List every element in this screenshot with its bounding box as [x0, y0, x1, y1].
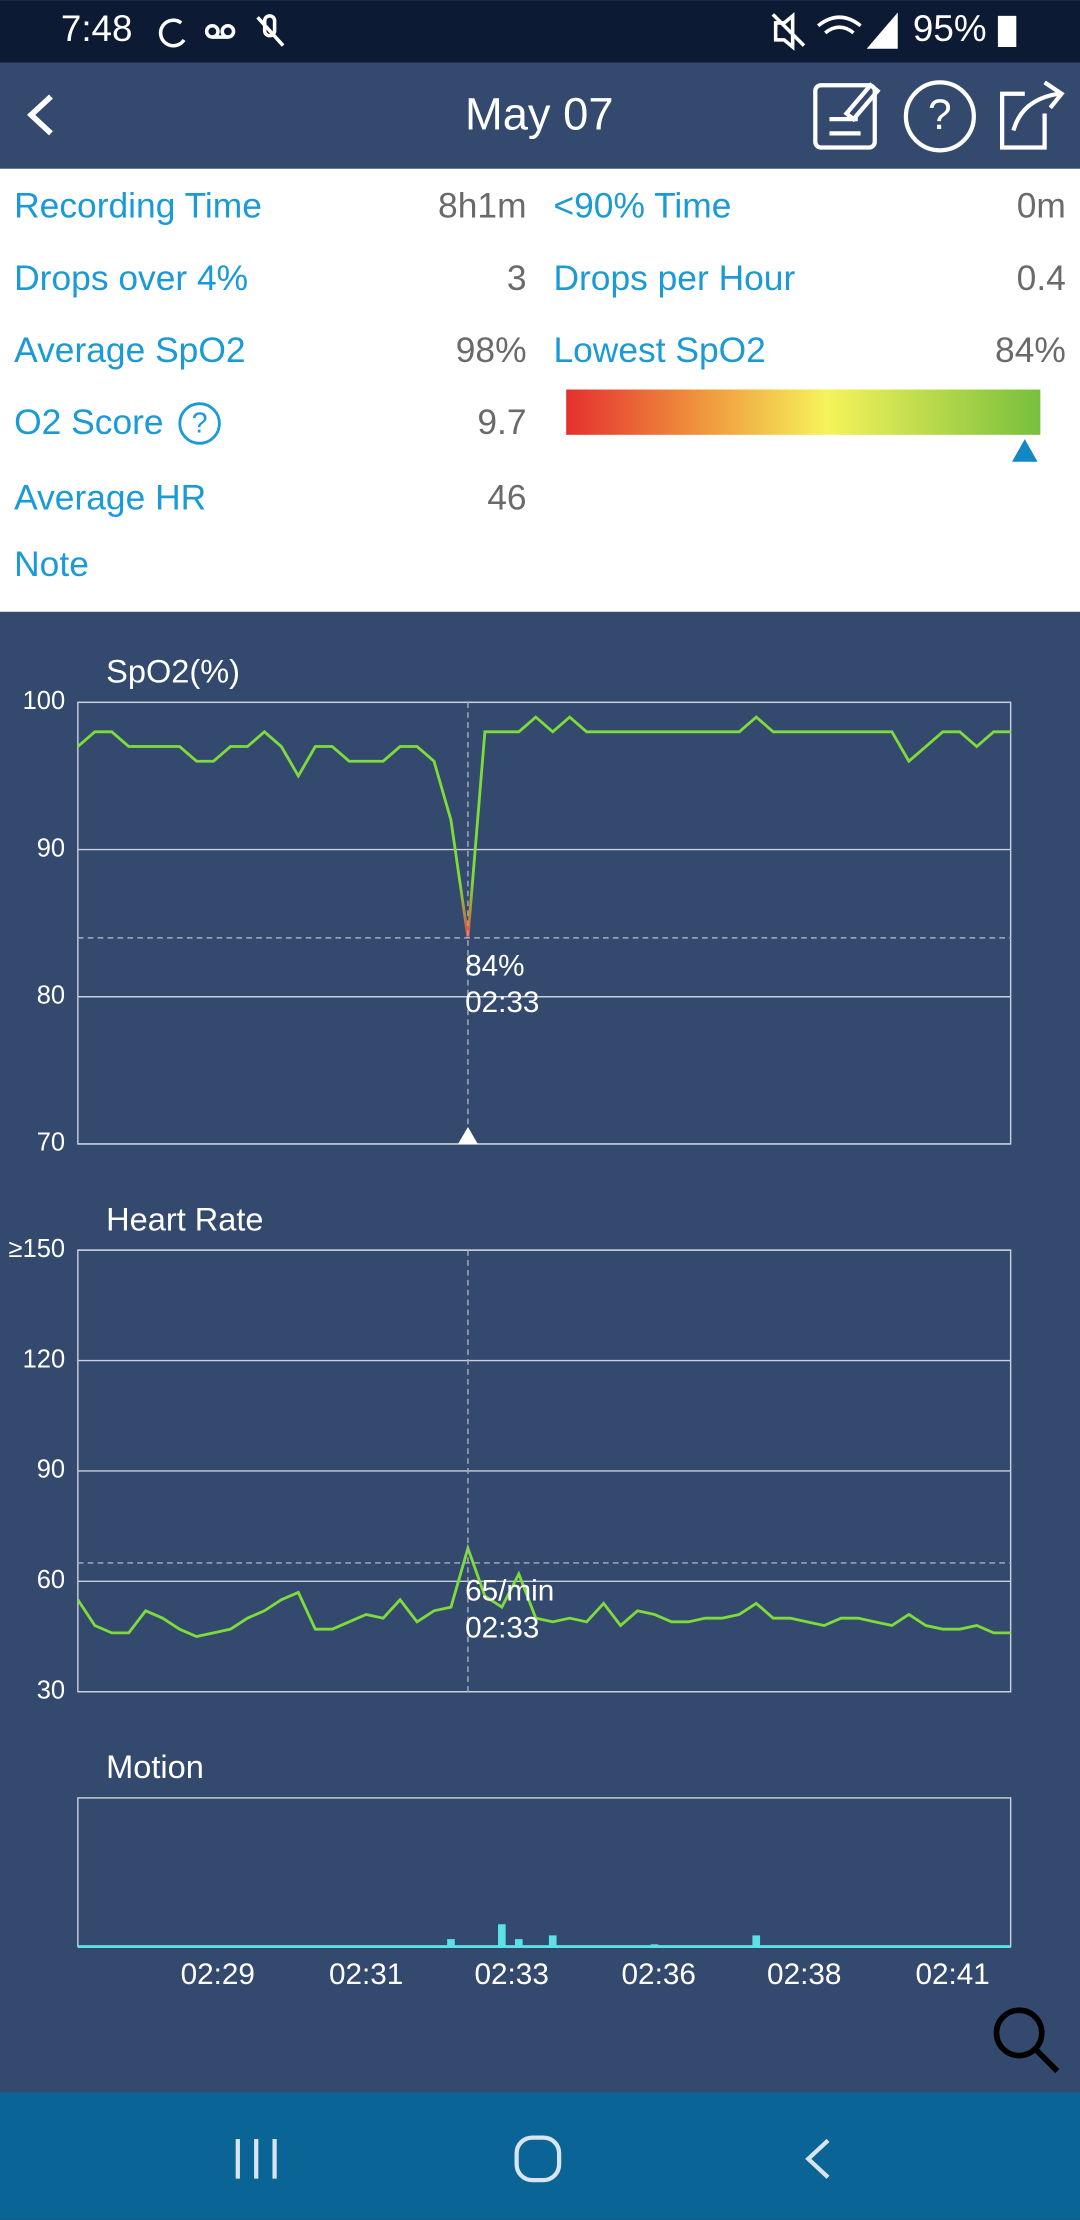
header-bar — [0, 62, 1080, 169]
stat-value: 8h1m — [438, 187, 527, 226]
y-tick-label: 90 — [37, 834, 65, 862]
o2-score-help-mark[interactable]: ? — [192, 406, 208, 438]
battery-icon — [997, 15, 1017, 47]
x-tick-label: 02:36 — [622, 1958, 696, 1991]
data-line — [76, 1543, 1011, 1639]
plot-border — [77, 1797, 1012, 1948]
marker-time: 02:33 — [465, 986, 539, 1019]
stat-label: Drops per Hour — [553, 259, 795, 298]
bar — [498, 1924, 506, 1947]
help-button[interactable]: ? — [903, 80, 976, 153]
marker-label: 65/min — [465, 1575, 554, 1608]
stat-value: 46 — [487, 478, 526, 517]
y-tick-label: 30 — [37, 1676, 65, 1704]
cursor-handle — [458, 1126, 478, 1144]
back-button[interactable] — [26, 94, 53, 136]
bar — [650, 1944, 659, 1947]
note-link[interactable]: Note — [14, 545, 89, 584]
stat-label: <90% Time — [553, 187, 731, 226]
stat-value: 84% — [995, 331, 1066, 370]
spo2-scale-bar — [566, 389, 1041, 435]
x-tick-label: 02:38 — [767, 1958, 841, 1991]
y-tick-label: 80 — [37, 981, 65, 1009]
y-tick-label: 70 — [37, 1129, 65, 1157]
status-icons — [158, 12, 898, 51]
zoom-button[interactable] — [993, 2007, 1060, 2074]
status-bar — [0, 0, 1080, 63]
y-tick-label: 100 — [23, 687, 66, 715]
stat-label: Recording Time — [14, 187, 262, 226]
o2-score-help[interactable] — [178, 402, 221, 445]
y-tick-label: 90 — [37, 1456, 65, 1484]
stat-value: 0.4 — [1017, 259, 1066, 298]
nav-recent[interactable] — [235, 2139, 277, 2179]
bar — [752, 1935, 761, 1947]
stat-value: 9.7 — [477, 403, 526, 442]
share-button[interactable] — [1000, 80, 1065, 150]
chart-title: Heart Rate — [106, 1201, 263, 1237]
chart-title: SpO2(%) — [106, 654, 240, 690]
marker-label: 84% — [465, 949, 524, 982]
x-tick-label: 02:33 — [474, 1958, 548, 1991]
y-tick-label: 60 — [37, 1566, 65, 1594]
status-time: 7:48 — [61, 8, 133, 49]
bar — [447, 1939, 455, 1947]
svg-text:?: ? — [928, 91, 952, 138]
stat-value: 0m — [1017, 187, 1066, 226]
stat-label: Lowest SpO2 — [553, 331, 765, 370]
x-tick-label: 02:31 — [329, 1958, 403, 1991]
data-line — [76, 715, 1011, 939]
stat-label: Average SpO2 — [14, 331, 245, 370]
bar — [514, 1939, 523, 1947]
stat-label: Average HR — [14, 478, 206, 517]
x-tick-label: 02:41 — [915, 1958, 989, 1991]
plot-border — [77, 701, 1012, 1145]
x-tick-label: 02:29 — [181, 1958, 255, 1991]
stat-label: Drops over 4% — [14, 259, 248, 298]
spo2-scale-marker — [1012, 439, 1038, 462]
stat-value: 3 — [507, 259, 527, 298]
stat-value: 98% — [456, 331, 527, 370]
y-tick-label: 120 — [23, 1345, 66, 1373]
bar — [548, 1935, 557, 1947]
header-title: May 07 — [465, 89, 614, 140]
note-button[interactable] — [813, 82, 881, 150]
status-battery: 95% — [913, 8, 987, 49]
marker-time: 02:33 — [465, 1611, 539, 1644]
nav-bar — [0, 2092, 1080, 2220]
stat-label: O2 Score — [14, 403, 163, 442]
nav-home[interactable] — [514, 2135, 562, 2183]
y-tick-label: ≥150 — [9, 1235, 65, 1263]
chart-title: Motion — [106, 1749, 204, 1785]
nav-back[interactable] — [805, 2138, 830, 2179]
